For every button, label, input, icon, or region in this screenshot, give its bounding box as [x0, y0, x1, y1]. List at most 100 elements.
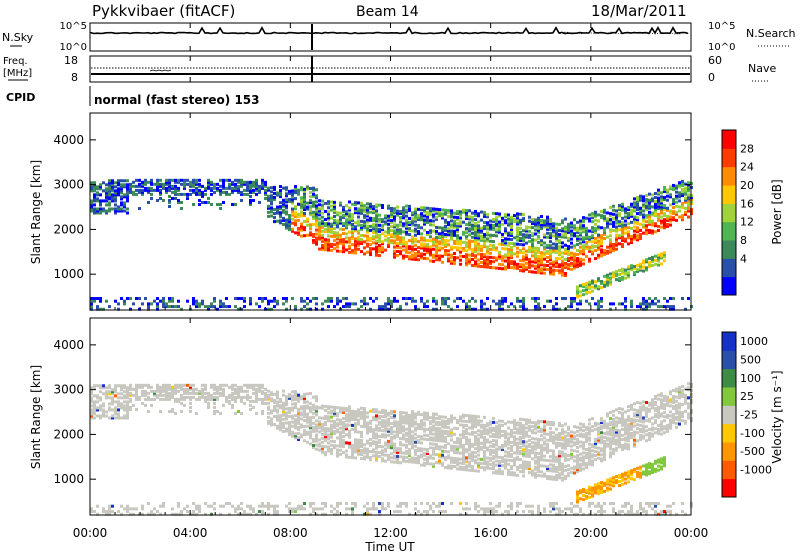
echo-cell [249, 505, 252, 508]
echo-cell [453, 212, 456, 215]
echo-cell [495, 505, 498, 508]
echo-cell [180, 384, 183, 387]
echo-cell [420, 435, 423, 438]
echo-cell [213, 502, 216, 505]
echo-cell [543, 252, 546, 255]
echo-cell [252, 406, 255, 409]
echo-cell [342, 206, 345, 209]
echo-cell [483, 436, 486, 439]
echo-cell [522, 213, 525, 216]
echo-cell [339, 228, 342, 231]
echo-cell [504, 219, 507, 222]
echo-cell [273, 305, 276, 308]
echo-cell [261, 179, 264, 182]
echo-cell [366, 206, 369, 209]
echo-cell [381, 445, 384, 448]
echo-cell [420, 419, 423, 422]
echo-cell [141, 189, 144, 192]
echo-cell [393, 414, 396, 417]
echo-cell [306, 401, 309, 404]
echo-cell [444, 233, 447, 236]
echo-cell [288, 507, 291, 510]
echo-cell [654, 259, 657, 262]
echo-cell [402, 415, 405, 418]
echo-cell [207, 201, 210, 204]
echo-cell [285, 297, 288, 300]
echo-cell [606, 274, 609, 277]
echo-cell [462, 221, 465, 224]
echo-cell [669, 209, 672, 212]
echo-cell [522, 217, 525, 220]
echo-cell [363, 252, 366, 255]
echo-cell [336, 300, 339, 303]
echo-cell [306, 234, 309, 237]
echo-cell [99, 384, 102, 387]
echo-cell [309, 505, 312, 508]
echo-cell [561, 256, 564, 259]
colorbar-swatch [722, 130, 736, 149]
echo-cell [537, 235, 540, 238]
echo-cell [426, 434, 429, 437]
echo-cell [642, 209, 645, 212]
echo-cell [192, 388, 195, 391]
echo-cell [447, 426, 450, 429]
echo-cell [351, 510, 354, 513]
echo-cell [321, 433, 324, 436]
echo-cell [213, 300, 216, 303]
echo-cell [312, 193, 315, 196]
echo-cell [264, 402, 267, 405]
freq-noise-blip [150, 70, 171, 71]
echo-cell [177, 505, 180, 508]
echo-cell [114, 189, 117, 192]
echo-cell [477, 253, 480, 256]
echo-cell [444, 444, 447, 447]
echo-cell [429, 446, 432, 449]
echo-cell [459, 452, 462, 455]
echo-cell [486, 428, 489, 431]
echo-cell [330, 505, 333, 508]
echo-cell [267, 187, 270, 190]
echo-cell [252, 181, 255, 184]
echo-cell [285, 198, 288, 201]
colorbar-tick-label: 16 [740, 197, 754, 210]
echo-cell [567, 245, 570, 248]
echo-cell [159, 189, 162, 192]
echo-cell [300, 395, 303, 398]
echo-cell [312, 444, 315, 447]
echo-cell [141, 302, 144, 305]
echo-cell [99, 183, 102, 186]
echo-cell [591, 250, 594, 253]
echo-cell [162, 305, 165, 308]
echo-cell [126, 510, 129, 513]
echo-cell [483, 221, 486, 224]
echo-cell [276, 409, 279, 412]
echo-cell [441, 446, 444, 449]
echo-cell [381, 449, 384, 452]
echo-cell [588, 236, 591, 239]
echo-cell [348, 442, 351, 445]
echo-cell [267, 205, 270, 208]
echo-cell [507, 232, 510, 235]
echo-cell [387, 300, 390, 303]
echo-cell [354, 201, 357, 204]
echo-cell [183, 404, 186, 407]
echo-cell [471, 232, 474, 235]
echo-cell [657, 197, 660, 200]
echo-cell [435, 421, 438, 424]
echo-cell [300, 507, 303, 510]
echo-cell [357, 230, 360, 233]
echo-cell [120, 183, 123, 186]
echo-cell [267, 505, 270, 508]
echo-cell [387, 454, 390, 457]
echo-cell [606, 246, 609, 249]
echo-cell [450, 246, 453, 249]
echo-cell [390, 410, 393, 413]
echo-cell [396, 455, 399, 458]
echo-cell [654, 263, 657, 266]
echo-cell [372, 507, 375, 510]
echo-cell [303, 212, 306, 215]
echo-cell [633, 215, 636, 218]
echo-cell [534, 239, 537, 242]
echo-cell [366, 448, 369, 451]
echo-cell [492, 240, 495, 243]
